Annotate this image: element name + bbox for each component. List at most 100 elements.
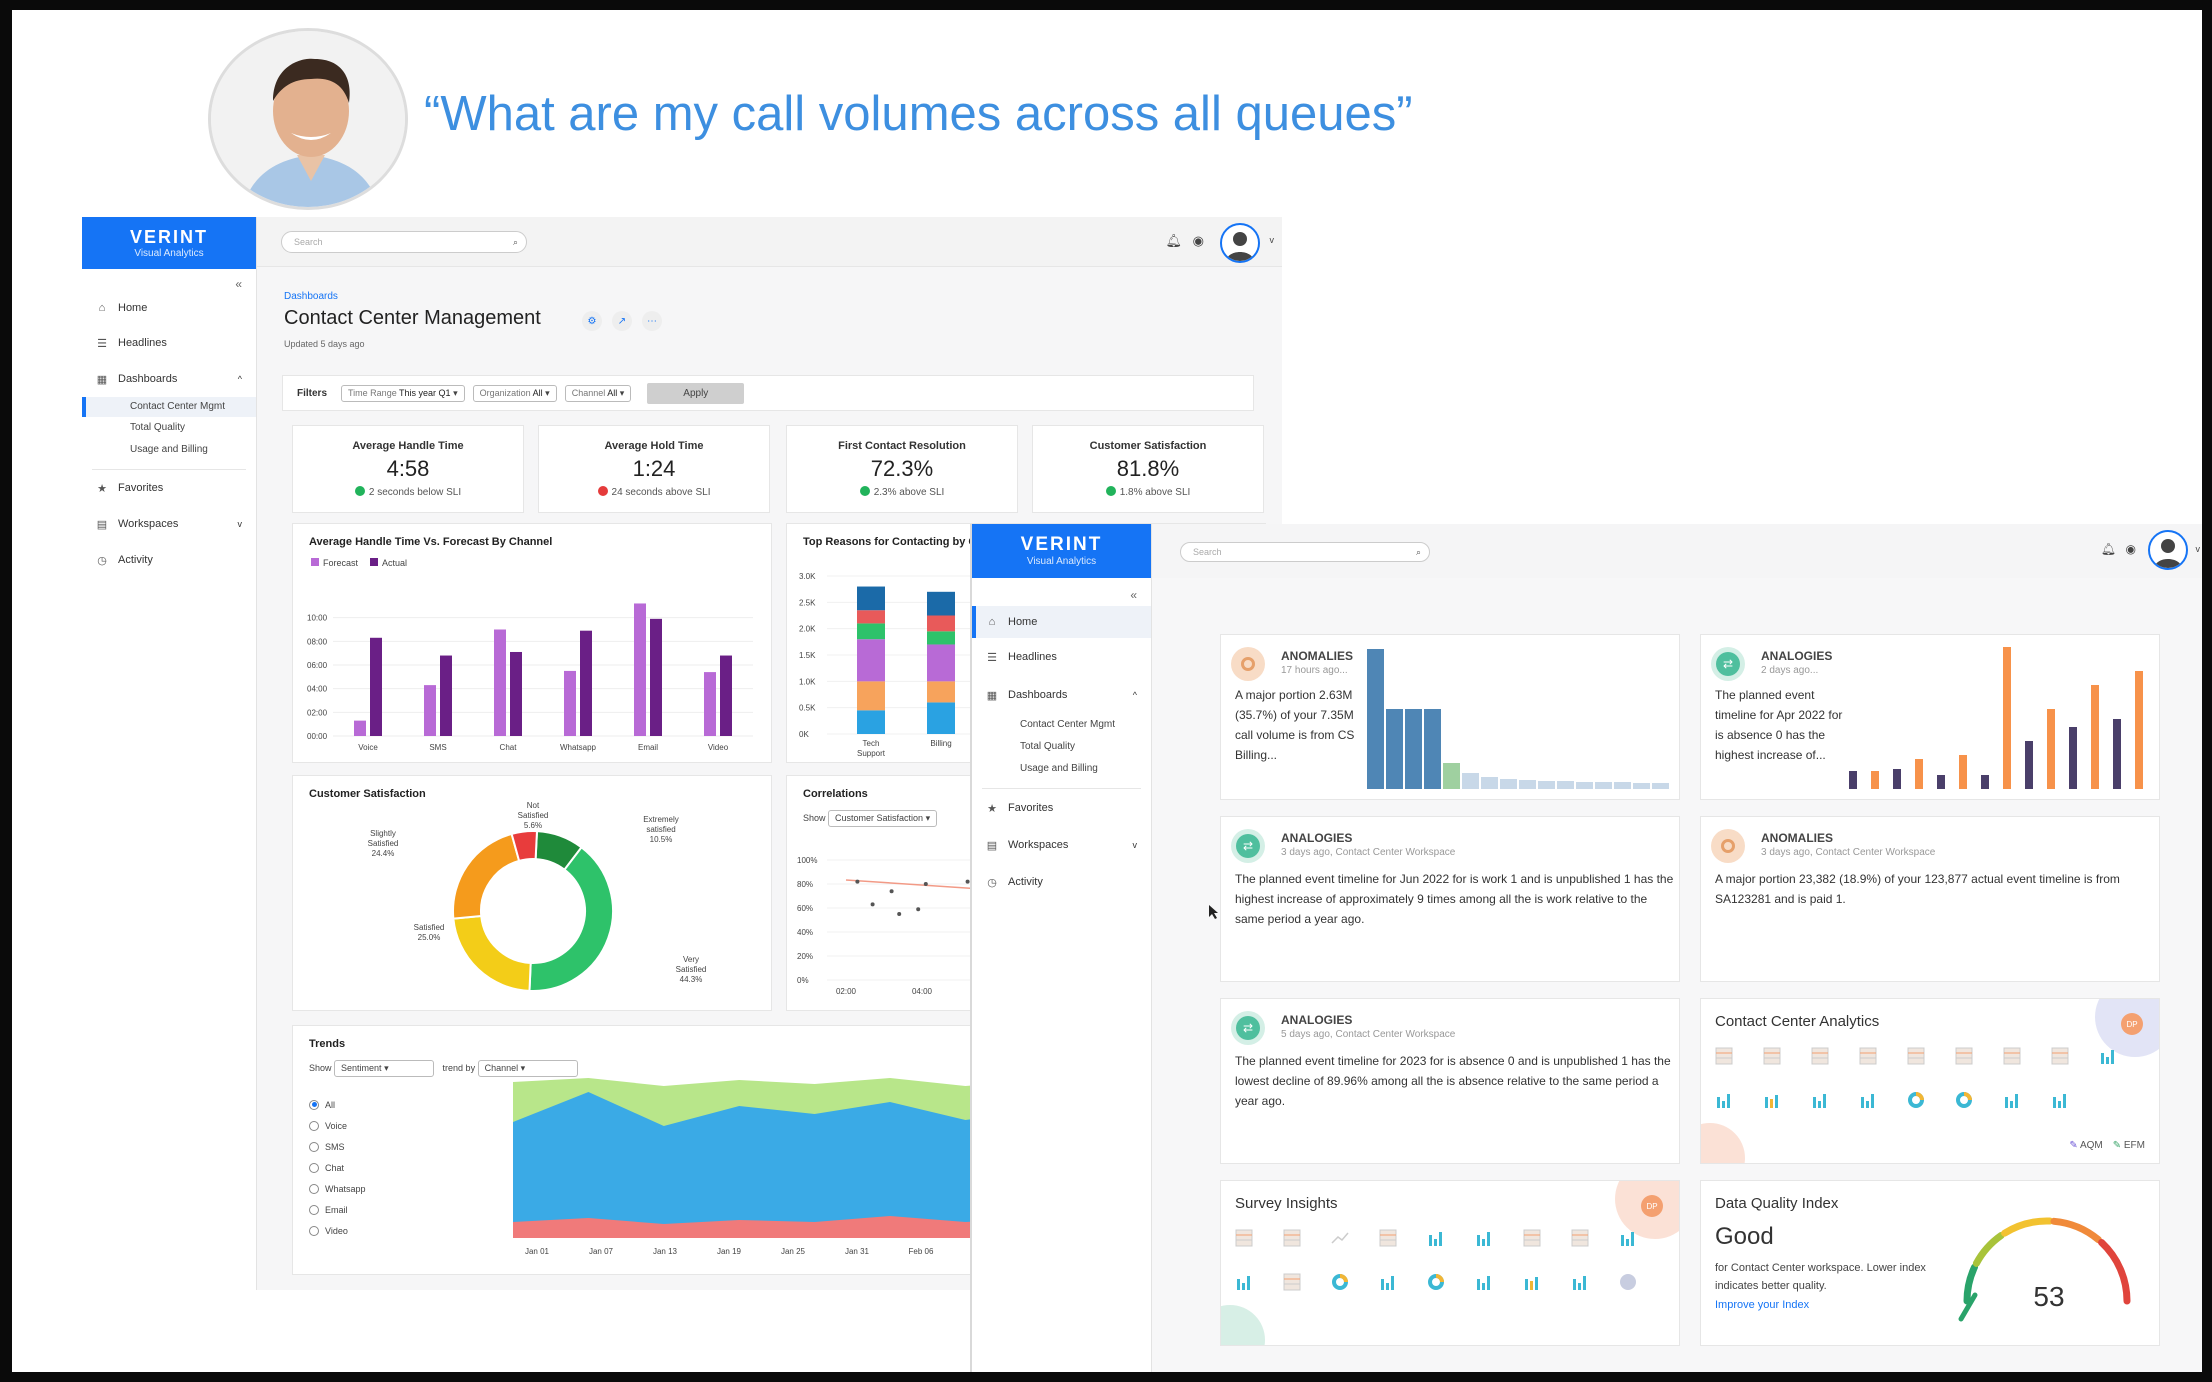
- donut-chart-icon[interactable]: [1955, 1091, 1973, 1109]
- insight-card-anomalies-2[interactable]: ANOMALIES 3 days ago, Contact Center Wor…: [1700, 816, 2160, 982]
- breadcrumb[interactable]: Dashboards: [284, 291, 338, 302]
- search-input[interactable]: Search ⌕: [1180, 542, 1430, 562]
- bell-icon[interactable]: 🔔︎: [1165, 233, 1182, 248]
- apply-button[interactable]: Apply: [647, 382, 745, 404]
- table-icon[interactable]: [1283, 1273, 1301, 1291]
- more-icon[interactable]: ⋯: [642, 311, 662, 331]
- sidebar-item-favorites[interactable]: ★ Favorites: [97, 482, 164, 495]
- dashboards-icon: ▦: [96, 373, 108, 386]
- table-icon[interactable]: [1523, 1229, 1541, 1247]
- bar-chart-icon[interactable]: [1859, 1091, 1877, 1109]
- sidebar-item-home[interactable]: ⌂ Home: [82, 291, 256, 325]
- table-icon[interactable]: [1907, 1047, 1925, 1065]
- insight-card-analogies-2[interactable]: ⇄ ANALOGIES 3 days ago, Contact Center W…: [1220, 816, 1680, 982]
- chevron-down-icon[interactable]: v: [1269, 235, 1275, 245]
- sidebar-item-headlines[interactable]: ☰ Headlines: [97, 337, 167, 350]
- table-icon[interactable]: [2051, 1047, 2069, 1065]
- bar-chart-icon[interactable]: [1763, 1091, 1781, 1109]
- sidebar-item-workspaces[interactable]: ▤ Workspaces v: [986, 839, 1137, 852]
- help-icon[interactable]: ◉: [2125, 542, 2136, 556]
- kpi-card[interactable]: Average Handle Time 4:58 2 seconds below…: [292, 425, 524, 513]
- collapse-icon[interactable]: «: [1130, 588, 1137, 602]
- trend-filter-radio[interactable]: Video: [309, 1220, 366, 1241]
- user-avatar[interactable]: [2148, 530, 2188, 570]
- donut-chart-icon[interactable]: [1907, 1091, 1925, 1109]
- sidebar-item-home[interactable]: ⌂ Home: [972, 606, 1151, 638]
- bar-chart-icon[interactable]: [1523, 1273, 1541, 1291]
- sidebar-subitem-total-quality[interactable]: Total Quality: [130, 422, 186, 433]
- sidebar-subitem-total-quality[interactable]: Total Quality: [1020, 741, 1076, 752]
- bar-chart-icon[interactable]: [1715, 1091, 1733, 1109]
- collapse-icon[interactable]: «: [235, 277, 242, 291]
- trend-filter-radio[interactable]: SMS: [309, 1136, 366, 1157]
- sidebar-item-workspaces[interactable]: ▤ Workspaces v: [96, 518, 242, 531]
- kpi-card[interactable]: Average Hold Time 1:24 24 seconds above …: [538, 425, 770, 513]
- help-icon[interactable]: ◉: [1192, 233, 1204, 248]
- correlation-select[interactable]: Customer Satisfaction ▾: [828, 810, 938, 827]
- table-icon[interactable]: [1283, 1229, 1301, 1247]
- bar-chart-icon[interactable]: [1619, 1229, 1637, 1247]
- sidebar-item-activity[interactable]: ◷ Activity: [987, 876, 1043, 889]
- table-icon[interactable]: [1763, 1047, 1781, 1065]
- sidebar-item-activity[interactable]: ◷ Activity: [97, 554, 153, 567]
- trend-filter-radio[interactable]: Whatsapp: [309, 1178, 366, 1199]
- table-icon[interactable]: [1955, 1047, 1973, 1065]
- bar-chart-icon[interactable]: [1235, 1273, 1253, 1291]
- bar-chart-icon[interactable]: [2051, 1091, 2069, 1109]
- bar-chart-icon[interactable]: [1427, 1229, 1445, 1247]
- data-quality-card[interactable]: Data Quality Index Good for Contact Cent…: [1700, 1180, 2160, 1346]
- insight-card-anomalies-1[interactable]: ANOMALIES 17 hours ago... A major portio…: [1220, 634, 1680, 800]
- trend-filter-radio[interactable]: Voice: [309, 1115, 366, 1136]
- donut-chart-icon[interactable]: [1331, 1273, 1349, 1291]
- sidebar-item-dashboards[interactable]: ▦ Dashboards ^: [96, 373, 242, 386]
- pie-chart-icon[interactable]: [1619, 1273, 1637, 1291]
- filter-channel[interactable]: Channel All ▾: [564, 384, 632, 402]
- kpi-card[interactable]: First Contact Resolution 72.3% 2.3% abov…: [786, 425, 1018, 513]
- line-chart-icon[interactable]: [1331, 1229, 1349, 1247]
- bar-chart-icon[interactable]: [2099, 1047, 2117, 1065]
- share-icon[interactable]: ↗: [612, 311, 632, 331]
- user-avatar[interactable]: [1220, 223, 1260, 263]
- trend-by-select[interactable]: Channel ▾: [477, 1060, 578, 1077]
- trend-filter-radio[interactable]: Email: [309, 1199, 366, 1220]
- chevron-down-icon[interactable]: v: [2195, 544, 2201, 554]
- table-icon[interactable]: [1811, 1047, 1829, 1065]
- sidebar-subitem-usage-billing[interactable]: Usage and Billing: [1020, 763, 1098, 774]
- search-input[interactable]: Search ⌕: [281, 231, 527, 253]
- bell-icon[interactable]: 🔔︎: [2100, 542, 2116, 556]
- insight-card-analogies-1[interactable]: ⇄ ANALOGIES 2 days ago... The planned ev…: [1700, 634, 2160, 800]
- insight-card-analogies-3[interactable]: ⇄ ANALOGIES 5 days ago, Contact Center W…: [1220, 998, 1680, 1164]
- bar-chart-icon[interactable]: [1379, 1273, 1397, 1291]
- trend-filter-radio[interactable]: Chat: [309, 1157, 366, 1178]
- trend-show-select[interactable]: Sentiment ▾: [334, 1060, 435, 1077]
- table-icon[interactable]: [1379, 1229, 1397, 1247]
- bar-chart-icon[interactable]: [2003, 1091, 2021, 1109]
- sidebar-item-headlines[interactable]: ☰ Headlines: [987, 651, 1057, 664]
- trend-filter-radio[interactable]: All: [309, 1094, 366, 1115]
- bar: [2025, 741, 2033, 789]
- table-icon[interactable]: [1235, 1229, 1253, 1247]
- bar-chart-icon[interactable]: [1811, 1091, 1829, 1109]
- bar-chart-icon[interactable]: [1475, 1273, 1493, 1291]
- filter-organization[interactable]: Organization All ▾: [472, 384, 557, 402]
- filter-time-range[interactable]: Time Range This year Q1 ▾: [341, 384, 465, 402]
- contact-center-analytics-card[interactable]: Contact Center Analytics DP ✎ AQM ✎ EFM: [1700, 998, 2160, 1164]
- sidebar-subitem-contact-center[interactable]: Contact Center Mgmt: [82, 397, 256, 417]
- improve-index-link[interactable]: Improve your Index: [1715, 1299, 1810, 1311]
- kpi-value: 72.3%: [870, 456, 934, 481]
- table-icon[interactable]: [1859, 1047, 1877, 1065]
- sidebar-item-favorites[interactable]: ★ Favorites: [987, 802, 1054, 815]
- kpi-title: Average Hold Time: [604, 440, 704, 452]
- kpi-card[interactable]: Customer Satisfaction 81.8% 1.8% above S…: [1032, 425, 1264, 513]
- settings-icon[interactable]: ⚙: [582, 311, 602, 331]
- sidebar-subitem-contact-center[interactable]: Contact Center Mgmt: [1020, 719, 1116, 730]
- table-icon[interactable]: [2003, 1047, 2021, 1065]
- sidebar-item-dashboards[interactable]: ▦ Dashboards ^: [986, 689, 1137, 702]
- bar-chart-icon[interactable]: [1475, 1229, 1493, 1247]
- sidebar-subitem-usage-billing[interactable]: Usage and Billing: [130, 444, 208, 455]
- bar-chart-icon[interactable]: [1571, 1273, 1589, 1291]
- table-icon[interactable]: [1571, 1229, 1589, 1247]
- survey-insights-card[interactable]: Survey Insights DP: [1220, 1180, 1680, 1346]
- table-icon[interactable]: [1715, 1047, 1733, 1065]
- donut-chart-icon[interactable]: [1427, 1273, 1445, 1291]
